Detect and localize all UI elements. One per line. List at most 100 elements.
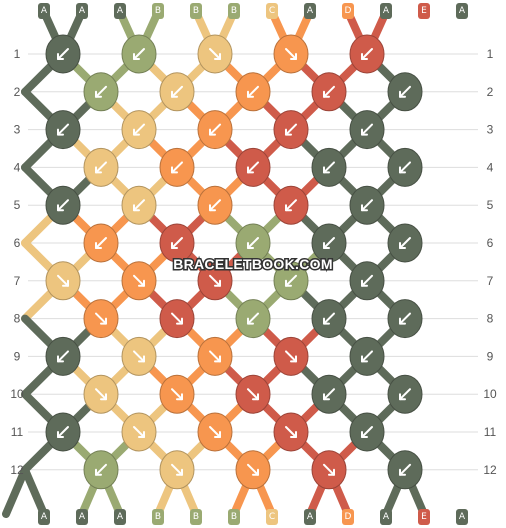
knot <box>159 223 195 263</box>
top-string-label: E <box>421 6 427 16</box>
knot-arrow-shaft <box>209 350 221 363</box>
knot-arrow-shaft <box>361 48 373 60</box>
knot-arrow-head <box>361 279 368 287</box>
knot <box>159 72 195 112</box>
knot-arrow-shaft <box>209 48 221 60</box>
arrow-down-right-icon <box>171 312 183 325</box>
arrow-down-left-icon <box>57 199 69 212</box>
arrow-down-left-icon <box>171 85 183 98</box>
row-number-right: 8 <box>487 312 494 326</box>
knot-arrow-head <box>361 355 368 363</box>
row-number-left: 7 <box>14 274 21 288</box>
arrow-down-left-icon <box>399 161 411 174</box>
row-number-left: 8 <box>14 312 21 326</box>
knot-arrow-head <box>328 468 335 476</box>
knot <box>197 261 233 301</box>
knot-arrow-head <box>100 393 107 401</box>
knot-arrow-shaft <box>247 312 259 325</box>
knot-arrow-head <box>399 166 406 174</box>
top-string-tab <box>228 3 240 19</box>
knot-arrow-head <box>138 279 145 287</box>
top-string-label: D <box>345 6 352 16</box>
knot-arrow-head <box>133 128 140 136</box>
knot-arrow-shaft <box>323 85 335 98</box>
arrow-down-left-icon <box>399 312 411 325</box>
knot-arrow-head <box>133 204 140 212</box>
thread-segment <box>21 465 48 518</box>
knot-arrow-shaft <box>247 237 259 249</box>
top-string-label: B <box>231 6 237 16</box>
knot-arrow-head <box>323 393 330 401</box>
knot <box>121 185 157 225</box>
knot <box>83 374 119 414</box>
top-string-tab <box>266 3 278 19</box>
knot-arrow-head <box>323 90 330 98</box>
knot-arrow-shaft <box>361 199 373 212</box>
knot-arrow-shaft <box>171 161 183 174</box>
knot-arrow-head <box>361 204 368 212</box>
knot <box>311 72 347 112</box>
arrow-down-left-icon <box>361 123 373 136</box>
arrow-down-left-icon <box>57 123 69 136</box>
knot <box>45 412 81 452</box>
top-string-tab <box>418 3 430 19</box>
arrow-down-left-icon <box>361 274 373 287</box>
knot-arrow-shaft <box>209 274 221 287</box>
bottom-string-tab <box>38 509 50 525</box>
knot-arrow-shaft <box>285 48 297 60</box>
row-number-right: 1 <box>487 47 494 61</box>
knot <box>121 34 157 74</box>
row-number-right: 5 <box>487 198 494 212</box>
knot-arrow-shaft <box>133 48 145 60</box>
top-string-tab <box>304 3 316 19</box>
knot-arrow-head <box>57 53 64 60</box>
knot-arrow-shaft <box>399 312 411 325</box>
knot-arrow-shaft <box>171 237 183 249</box>
top-string-tab <box>456 3 468 19</box>
arrow-down-left-icon <box>133 199 145 212</box>
knot-arrow-head <box>399 90 406 98</box>
knot-arrow-head <box>252 393 259 401</box>
arrow-down-right-icon <box>285 350 297 363</box>
knot <box>159 299 195 339</box>
arrow-down-left-icon <box>399 85 411 98</box>
top-string-tab <box>76 3 88 19</box>
row-number-left: 4 <box>14 160 21 174</box>
knot-arrow-shaft <box>57 48 69 60</box>
bottom-string-tab <box>418 509 430 525</box>
knot-arrow-shaft <box>133 350 145 363</box>
knot-arrow-shaft <box>95 388 107 401</box>
knot <box>45 34 81 74</box>
knot <box>45 261 81 301</box>
knot-arrow-head <box>171 166 178 174</box>
knot-arrow-head <box>285 279 292 287</box>
knot-arrow-head <box>290 355 297 363</box>
knot-arrow-head <box>57 204 64 212</box>
knot-arrow-head <box>285 204 292 212</box>
knot <box>387 72 423 112</box>
bottom-string-label: C <box>269 512 275 522</box>
arrow-down-right-icon <box>209 350 221 363</box>
knot <box>83 450 119 490</box>
knot-arrow-shaft <box>57 123 69 136</box>
knot-arrow-shaft <box>361 123 373 136</box>
top-string-tab <box>114 3 126 19</box>
arrow-down-right-icon <box>133 350 145 363</box>
arrow-down-right-icon <box>171 463 183 476</box>
arrow-down-left-icon <box>209 199 221 212</box>
knot-arrow-head <box>399 468 406 476</box>
arrow-down-left-icon <box>133 123 145 136</box>
knot-arrow-head <box>290 431 297 438</box>
knot-arrow-head <box>95 90 102 98</box>
top-string-label: A <box>117 6 124 16</box>
knot-arrow-shaft <box>247 388 259 401</box>
knot-arrow-shaft <box>95 85 107 98</box>
knot-arrow-head <box>209 128 216 136</box>
knot-arrow-shaft <box>361 274 373 287</box>
knot-arrow-head <box>399 393 406 401</box>
bottom-string-label: B <box>193 512 199 522</box>
